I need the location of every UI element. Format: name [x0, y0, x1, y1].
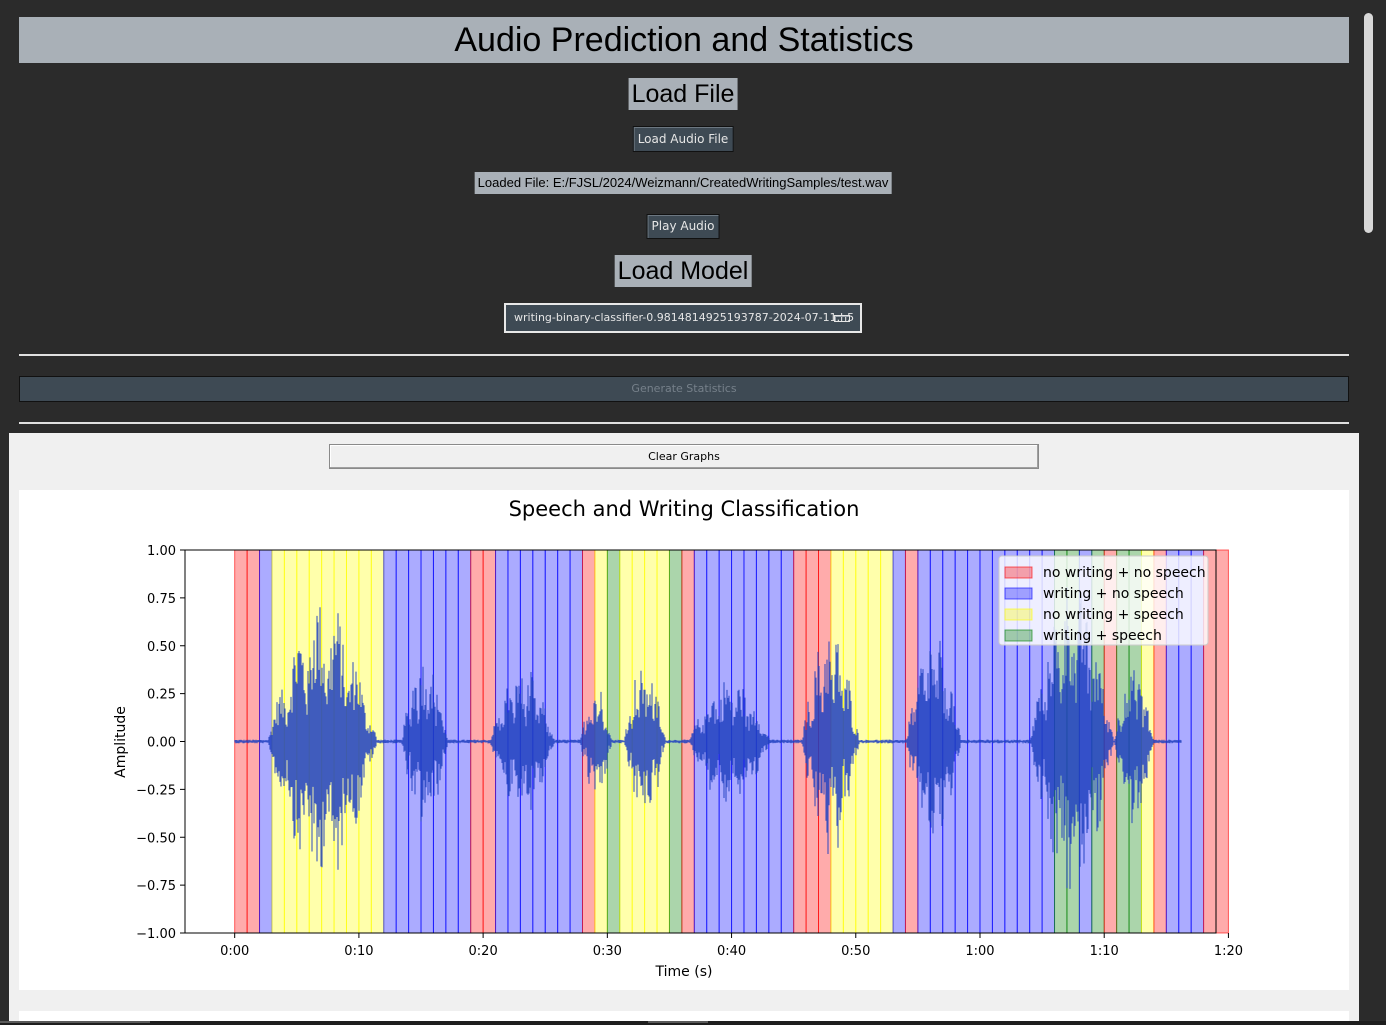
waveform-line: [234, 587, 1182, 889]
y-tick-label-2: 0.50: [147, 640, 176, 655]
scrollbar-thumb[interactable]: [1364, 13, 1373, 233]
legend-label-0: no writing + no speech: [1043, 565, 1206, 581]
y-tick-label-8: −1.00: [136, 927, 176, 942]
x-tick-label-2: 0:20: [469, 944, 498, 959]
x-tick-label-5: 0:50: [841, 944, 870, 959]
x-axis-label: Time (s): [655, 964, 713, 980]
loaded-file-label: Loaded File: E:/FJSL/2024/Weizmann/Creat…: [474, 172, 892, 194]
load-model-heading: Load Model: [614, 255, 752, 287]
waveform-group: [234, 587, 1182, 889]
x-tick-label-4: 0:40: [717, 944, 746, 959]
graph-panel: Clear Graphs Speech and Writing Classifi…: [9, 433, 1359, 1025]
legend-label-3: writing + speech: [1043, 628, 1162, 644]
segment-79: [1215, 549, 1229, 934]
classification-chart: Speech and Writing Classification 1.00 0.…: [113, 497, 1243, 980]
bottom-scroll-left: [0, 1021, 150, 1023]
model-select-value: writing-binary-classifier-0.981481492519…: [514, 311, 855, 324]
legend-swatch-2: [1004, 608, 1033, 621]
legend-swatch-1: [1004, 587, 1033, 600]
clear-graphs-button[interactable]: Clear Graphs: [329, 444, 1039, 469]
x-tick-label-1: 0:10: [344, 944, 373, 959]
load-audio-file-button[interactable]: Load Audio File: [632, 126, 734, 152]
x-tick-label-6: 1:00: [965, 944, 994, 959]
y-tick-label-7: −0.75: [136, 879, 176, 894]
y-tick-label-1: 0.75: [147, 592, 176, 607]
legend-swatch-0: [1004, 566, 1033, 579]
y-tick-label-0: 1.00: [147, 544, 176, 559]
legend-label-1: writing + no speech: [1043, 586, 1184, 602]
y-tick-label-6: −0.50: [136, 831, 176, 846]
dropdown-indicator-icon[interactable]: [834, 315, 850, 322]
y-tick-label-5: −0.25: [136, 783, 176, 798]
x-tick-label-8: 1:20: [1214, 944, 1243, 959]
chart-legend: no writing + no speech writing + no speec…: [998, 555, 1209, 646]
separator-top: [19, 354, 1349, 356]
app-title: Audio Prediction and Statistics: [19, 17, 1349, 63]
bottom-strip: [0, 1021, 1386, 1025]
generate-statistics-button[interactable]: Generate Statistics: [19, 376, 1349, 402]
x-tick-label-3: 0:30: [593, 944, 622, 959]
x-axis: 0:00 0:10 0:20 0:30 0:40 0:50 1:00 1:10 1:20: [220, 933, 1243, 959]
x-tick-label-7: 1:10: [1090, 944, 1119, 959]
x-tick-label-0: 0:00: [220, 944, 249, 959]
bottom-scroll-mid: [648, 1021, 708, 1023]
legend-swatch-3: [1004, 629, 1033, 642]
chart-title: Speech and Writing Classification: [509, 497, 860, 521]
y-tick-label-3: 0.25: [147, 688, 176, 703]
y-axis: 1.00 0.75 0.50 0.25 0.00 −0.25 −0.50 −0.75 −1.00: [136, 544, 185, 942]
y-tick-label-4: 0.00: [147, 736, 176, 751]
legend-box: [998, 555, 1209, 646]
separator-bottom: [19, 422, 1349, 424]
play-audio-button[interactable]: Play Audio: [646, 214, 720, 239]
classification-figure: Speech and Writing Classification 1.00 0.…: [19, 490, 1349, 990]
load-file-heading: Load File: [628, 78, 738, 110]
y-axis-label: Amplitude: [113, 706, 129, 778]
legend-label-2: no writing + speech: [1043, 607, 1184, 623]
model-select[interactable]: writing-binary-classifier-0.981481492519…: [504, 303, 862, 333]
